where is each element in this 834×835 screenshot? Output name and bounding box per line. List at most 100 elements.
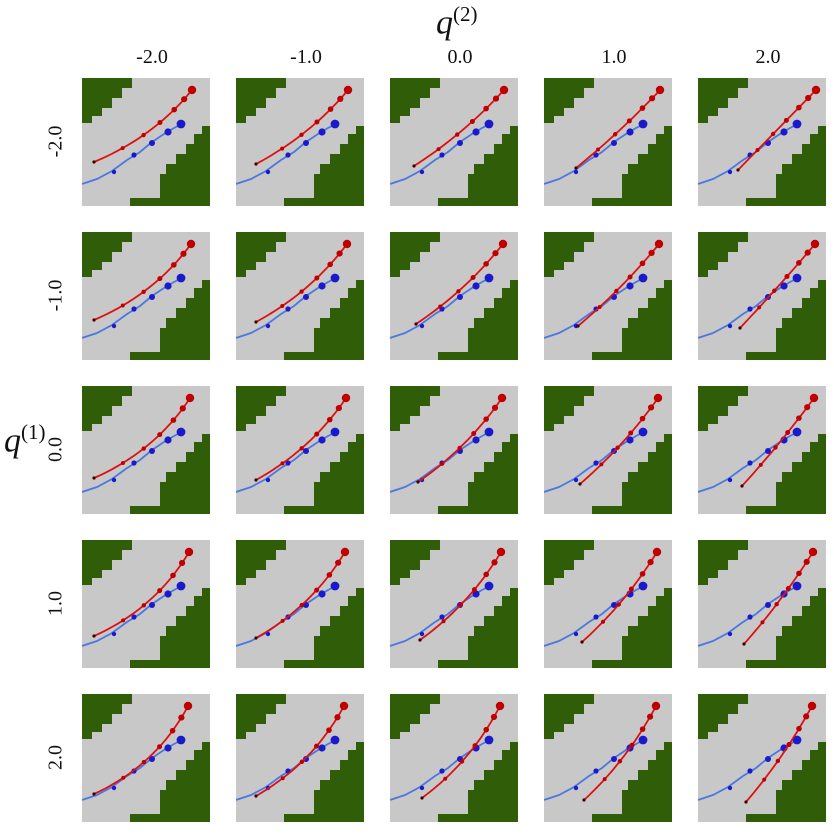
trajectory-panel: [390, 540, 518, 668]
predicted-waypoint: [796, 104, 802, 111]
predicted-waypoint: [141, 132, 146, 138]
predicted-waypoint: [414, 322, 418, 326]
predicted-waypoint: [785, 429, 791, 435]
trajectory-plot: [390, 540, 518, 668]
obstacle-region: [746, 434, 826, 514]
obstacle-region: [438, 280, 518, 360]
predicted-waypoint: [629, 742, 635, 748]
predicted-waypoint: [491, 559, 498, 566]
reference-waypoint: [484, 735, 494, 745]
predicted-waypoint: [254, 636, 258, 640]
reference-waypoint: [131, 614, 137, 620]
predicted-waypoint: [755, 148, 760, 152]
obstacle-region: [284, 742, 364, 822]
predicted-waypoint: [574, 166, 578, 170]
predicted-trajectory: [421, 705, 501, 799]
predicted-waypoint: [335, 559, 342, 566]
trajectory-plot: [390, 78, 518, 206]
reference-waypoint: [593, 614, 599, 620]
predicted-waypoint: [170, 417, 177, 423]
reference-waypoint: [747, 768, 753, 774]
predicted-waypoint: [186, 239, 196, 249]
obstacle-region: [438, 126, 518, 206]
reference-waypoint: [111, 785, 117, 791]
reference-waypoint: [149, 448, 155, 454]
predicted-waypoint: [758, 462, 763, 467]
predicted-waypoint: [169, 727, 176, 734]
trajectory-panel: [236, 386, 364, 514]
predicted-waypoint: [141, 603, 147, 608]
reference-waypoint: [626, 282, 634, 290]
trajectory-panel: [698, 540, 826, 668]
predicted-waypoint: [184, 547, 194, 557]
predicted-waypoint: [498, 239, 508, 249]
trajectory-plot: [698, 78, 826, 206]
predicted-waypoint: [185, 393, 195, 403]
predicted-waypoint: [578, 482, 582, 486]
trajectory-panel: [82, 386, 210, 514]
obstacle-region: [698, 694, 748, 739]
reference-waypoint: [765, 756, 771, 762]
predicted-waypoint: [458, 602, 464, 607]
obstacle-region: [390, 232, 440, 277]
reference-waypoint: [593, 152, 599, 158]
trajectory-panel: [236, 232, 364, 360]
predicted-waypoint: [141, 289, 146, 294]
predicted-trajectory: [93, 551, 190, 637]
obstacle-region: [438, 434, 518, 514]
reference-waypoint: [626, 436, 634, 444]
reference-waypoint: [626, 128, 634, 136]
predicted-waypoint: [497, 393, 507, 403]
predicted-waypoint: [580, 640, 584, 644]
obstacle-region: [438, 588, 518, 668]
reference-waypoint: [727, 631, 733, 637]
obstacle-region: [592, 126, 672, 206]
trajectory-panel: [390, 78, 518, 206]
reference-waypoint: [638, 427, 648, 437]
predicted-waypoint: [326, 727, 332, 733]
reference-waypoint: [727, 169, 733, 175]
reference-waypoint: [164, 128, 172, 136]
predicted-waypoint: [339, 701, 349, 711]
predicted-waypoint: [740, 484, 744, 488]
predicted-waypoint: [811, 85, 821, 95]
predicted-waypoint: [757, 305, 762, 310]
trajectory-panel: [82, 540, 210, 668]
obstacle-region: [390, 78, 440, 123]
trajectory-panel: [544, 78, 672, 206]
trajectory-plot: [236, 78, 364, 206]
trajectory-plot: [390, 386, 518, 514]
predicted-waypoint: [639, 260, 646, 267]
reference-waypoint: [303, 140, 309, 146]
obstacle-region: [746, 742, 826, 822]
reference-waypoint: [727, 323, 733, 329]
predicted-trajectory: [93, 89, 193, 163]
predicted-trajectory: [255, 243, 348, 323]
predicted-waypoint: [326, 416, 333, 423]
trajectory-plot: [236, 386, 364, 514]
reference-waypoint: [638, 735, 648, 745]
predicted-waypoint: [654, 239, 664, 249]
predicted-waypoint: [483, 105, 489, 112]
obstacle-region: [746, 126, 826, 206]
reference-waypoint: [439, 768, 445, 774]
reference-waypoint: [747, 460, 753, 466]
reference-waypoint: [792, 273, 802, 283]
predicted-waypoint: [92, 160, 96, 164]
reference-waypoint: [573, 477, 579, 483]
predicted-waypoint: [170, 572, 176, 579]
reference-waypoint: [176, 735, 186, 745]
reference-waypoint: [303, 448, 309, 454]
reference-waypoint: [611, 756, 617, 762]
obstacle-region: [592, 280, 672, 360]
obstacle-region: [544, 540, 594, 585]
predicted-trajectory: [93, 397, 191, 479]
predicted-waypoint: [299, 602, 304, 608]
predicted-trajectory: [579, 397, 659, 485]
reference-waypoint: [747, 306, 753, 312]
predicted-waypoint: [299, 446, 304, 451]
predicted-waypoint: [808, 547, 818, 557]
predicted-waypoint: [612, 132, 618, 137]
reference-waypoint: [419, 631, 425, 637]
predicted-waypoint: [343, 85, 353, 95]
